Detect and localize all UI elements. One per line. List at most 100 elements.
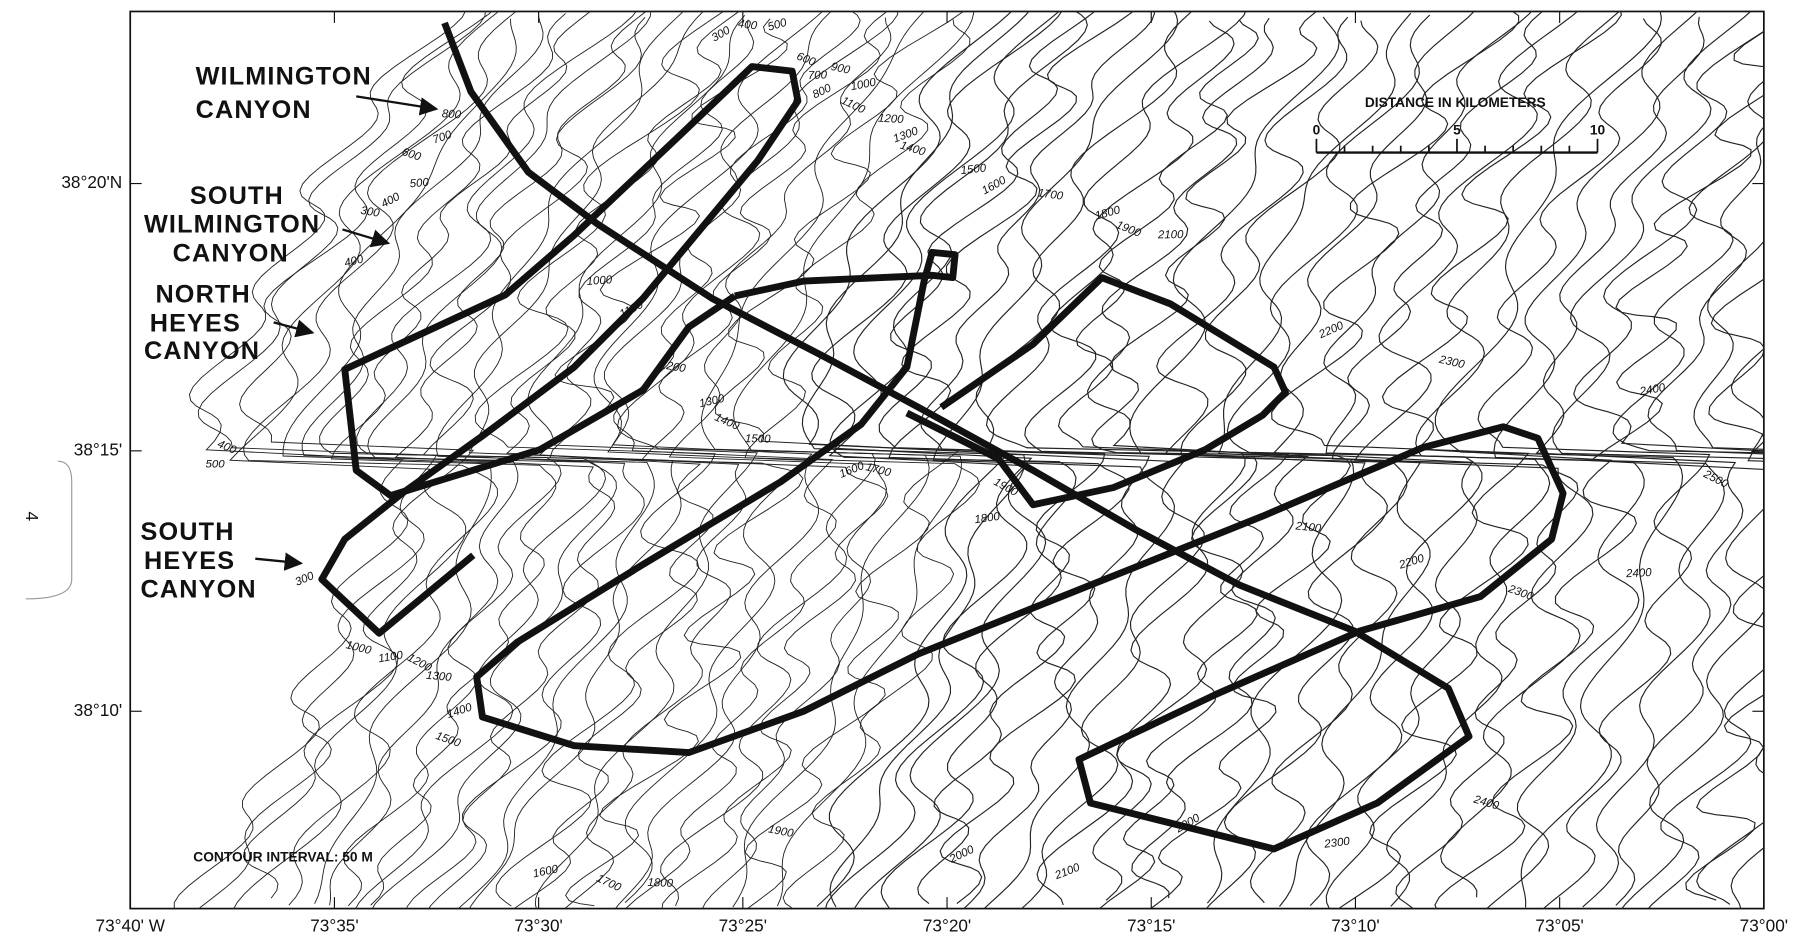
contour-label: 1000	[586, 274, 613, 288]
contour-line	[1731, 4, 1800, 909]
contour-line	[617, 4, 898, 906]
contour-label: 2300	[1437, 354, 1466, 372]
canyon-label: HEYES	[144, 547, 235, 575]
canyon-label: CANYON	[173, 239, 289, 267]
contour-label: 300	[293, 570, 316, 589]
contour-line	[230, 11, 499, 916]
longitude-label: 73°10'	[1331, 915, 1379, 935]
contour-line	[1025, 21, 1257, 900]
latitude-label: 38°10'	[74, 700, 122, 720]
contour-label: 1700	[594, 873, 623, 895]
contour-label: 700	[431, 129, 454, 147]
contour-label: 400	[215, 438, 238, 457]
contour-label: 2100	[1053, 862, 1083, 883]
canyon-label: WILMINGTON	[196, 63, 372, 91]
contour-label: 2100	[1157, 229, 1184, 241]
labels: WILMINGTONCANYONSOUTHWILMINGTONCANYONNOR…	[61, 11, 1788, 935]
ship-track	[445, 23, 1564, 849]
contour-label: 2400	[1638, 382, 1667, 399]
canyon-label: HEYES	[150, 309, 241, 337]
canyon-arrow	[356, 96, 436, 109]
contour-line	[1694, 8, 1800, 904]
longitude-label: 73°35'	[310, 915, 358, 935]
contour-line	[1780, 4, 1800, 913]
contour-line	[1709, 21, 1800, 913]
contour-label: 1400	[713, 412, 742, 434]
contour-label: 2100	[1294, 520, 1322, 535]
contour-label: 1300	[698, 393, 726, 411]
contour-label: 2200	[1397, 553, 1426, 572]
contour-label: 1000	[850, 76, 878, 93]
longitude-label: 73°25'	[719, 915, 767, 935]
canyon-label: SOUTH	[141, 518, 235, 546]
canyon-label: SOUTH	[190, 182, 284, 210]
contour-line	[614, 11, 860, 916]
contour-label: 1800	[647, 877, 674, 890]
canyon-arrow	[255, 559, 301, 564]
contour-label: 1500	[960, 162, 987, 177]
contour-line	[1574, 2, 1800, 913]
contour-label: 400	[379, 191, 402, 211]
page-number: 4	[22, 511, 42, 521]
canyon-label: CANYON	[144, 337, 260, 365]
contour-label: 2500	[1701, 468, 1731, 491]
longitude-label: 73°05'	[1535, 915, 1583, 935]
latitude-label: 38°15'	[74, 439, 122, 459]
contour-label: 2300	[1323, 836, 1351, 851]
scale-tick-label: 10	[1590, 122, 1606, 137]
canyon-label: NORTH	[155, 281, 250, 309]
contour-line	[1092, 11, 1351, 914]
contour-label: 2200	[1316, 320, 1346, 342]
scale-title: DISTANCE IN KILOMETERS	[1365, 95, 1546, 110]
latitude-label: 38°20'N	[61, 172, 122, 192]
contour-label: 1800	[974, 511, 1002, 527]
scale-tick-label: 0	[1313, 122, 1321, 137]
contour-line	[1494, 9, 1724, 907]
longitude-label: 73°40' W	[96, 915, 166, 935]
canyon-label: WILMINGTON	[144, 211, 320, 239]
contour-label: 1500	[434, 730, 463, 750]
contour-line	[1088, 18, 1308, 898]
contour-label: 2400	[1625, 567, 1653, 580]
contour-label: 800	[811, 82, 834, 101]
longitude-label: 73°00'	[1740, 915, 1788, 935]
margin-bracket	[26, 461, 72, 599]
contours	[174, 2, 1800, 918]
contour-label: 1600	[532, 863, 560, 880]
contour-label: 600	[795, 51, 818, 69]
contour-label: 1400	[899, 140, 928, 159]
ship-track	[322, 67, 798, 634]
contour-label: 500	[409, 177, 430, 191]
contour-label: 900	[830, 61, 852, 77]
contour-label: 400	[343, 253, 365, 269]
contour-label: 1500	[745, 433, 771, 445]
contour-label: 300	[710, 24, 733, 44]
contour-label: 400	[737, 18, 758, 32]
map: WILMINGTONCANYONSOUTHWILMINGTONCANYONNOR…	[0, 0, 1800, 943]
contour-line	[594, 7, 827, 903]
contour-label: 700	[808, 69, 828, 82]
canyon-label: CANYON	[196, 96, 312, 124]
longitude-label: 73°30'	[514, 915, 562, 935]
contour-interval-note: CONTOUR INTERVAL: 50 M	[193, 850, 373, 865]
contour-label: 1300	[426, 670, 453, 684]
contour-label: 800	[441, 108, 462, 121]
contour-label: 1200	[878, 113, 905, 126]
scale-tick-label: 5	[1453, 122, 1461, 137]
contour-label: 1100	[839, 95, 867, 117]
contour-label: 1700	[1037, 187, 1065, 203]
longitude-label: 73°20'	[923, 915, 971, 935]
contour-label: 1900	[767, 823, 795, 840]
contour-label: 1000	[345, 639, 373, 657]
contour-label: 2300	[1506, 583, 1536, 604]
contour-label: 1600	[980, 174, 1009, 197]
longitude-label: 73°15'	[1127, 915, 1175, 935]
contour-label: 500	[206, 459, 226, 471]
canyon-arrow	[342, 229, 388, 243]
contour-label: 1700	[864, 461, 892, 479]
contour-label: 300	[360, 205, 381, 220]
contour-label: 1100	[378, 649, 405, 665]
contour-label: 1400	[445, 701, 474, 720]
contour-label: 600	[400, 146, 422, 164]
contour-label: 2000	[947, 843, 977, 866]
